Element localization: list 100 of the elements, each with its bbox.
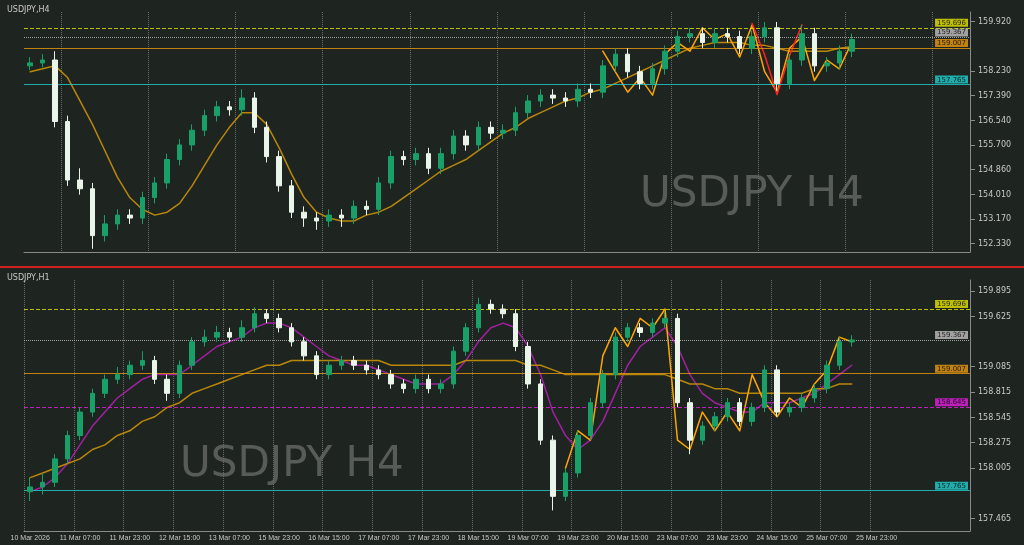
candlestick [438, 147, 444, 175]
candlestick [476, 297, 481, 333]
candlestick [712, 411, 718, 432]
candlestick [115, 366, 120, 385]
annotation: USDJPY H4 [640, 166, 864, 216]
candlestick [662, 310, 668, 329]
y-tick-label: 159.625 [978, 311, 1012, 321]
candlestick [239, 88, 245, 117]
candlestick [239, 319, 245, 343]
candlestick [588, 397, 593, 441]
candlestick [426, 374, 431, 394]
y-tick-label: 158.545 [978, 412, 1012, 422]
y-tick-label: 157.465 [978, 513, 1012, 523]
candlestick [488, 120, 494, 140]
candlestick [202, 109, 207, 137]
line-series [751, 22, 803, 96]
candlestick [301, 205, 307, 228]
candlestick [252, 306, 257, 333]
y-tick-label: 157.390 [978, 90, 1012, 100]
candlestick [513, 308, 518, 352]
y-tick-label: 158.815 [978, 387, 1012, 397]
y-tick-label: 159.895 [978, 286, 1012, 296]
candlestick [725, 27, 730, 43]
y-tick-label: 158.275 [978, 437, 1012, 447]
candlestick [326, 208, 332, 228]
candlestick [227, 100, 232, 117]
candlestick [687, 397, 693, 455]
candlestick [314, 211, 319, 231]
candlestick [650, 62, 655, 90]
candlestick [90, 388, 95, 418]
candlestick [301, 336, 307, 362]
candlestick [787, 53, 792, 90]
candlestick [152, 355, 157, 385]
candlestick [837, 44, 842, 70]
candlestick [339, 208, 344, 228]
candlestick [140, 350, 145, 371]
candlestick [65, 115, 70, 187]
candlestick [276, 313, 282, 333]
candlestick [214, 325, 220, 343]
y-tick-label: 158.005 [978, 463, 1012, 473]
candlestick [824, 360, 830, 394]
candlestick [364, 199, 369, 216]
candlestick [575, 430, 581, 479]
candlestick [177, 138, 182, 166]
candlestick [339, 355, 344, 371]
candlestick [525, 341, 531, 390]
candlestick [637, 65, 643, 90]
candlestick [837, 336, 842, 371]
candlestick [289, 322, 294, 347]
candlestick [588, 82, 593, 99]
candlestick [351, 355, 357, 371]
candlestick [438, 378, 444, 394]
candlestick [737, 30, 742, 55]
candlestick [799, 24, 805, 67]
candlestick [314, 350, 319, 380]
annotation: USDJPY H4 [180, 436, 404, 486]
candlestick [762, 21, 767, 43]
candlestick [500, 303, 506, 319]
candlestick [812, 27, 817, 73]
candlestick [351, 199, 357, 225]
candlestick [376, 364, 381, 380]
candlestick [289, 179, 294, 219]
candlestick [463, 322, 469, 357]
candlestick [500, 123, 506, 140]
candlestick [189, 336, 195, 371]
candlestick [102, 374, 108, 399]
candlestick [774, 364, 780, 418]
candlestick [675, 313, 680, 408]
y-tick-label: 156.540 [978, 115, 1012, 125]
candlestick [152, 176, 157, 204]
candlestick [140, 191, 145, 225]
candlestick [476, 120, 481, 152]
candlestick [650, 317, 655, 338]
candlestick [52, 453, 58, 488]
candlestick [488, 299, 494, 315]
y-tick-label: 153.170 [978, 214, 1012, 224]
candlestick [725, 397, 730, 422]
candlestick [115, 208, 120, 231]
candlestick [388, 150, 394, 190]
candlestick [264, 308, 269, 324]
candlestick [164, 374, 170, 402]
candlestick [451, 129, 456, 161]
candlestick [177, 360, 182, 399]
y-tick-label: 159.085 [978, 362, 1012, 372]
candlestick [613, 331, 618, 380]
candlestick [413, 147, 419, 166]
candlestick [77, 167, 83, 196]
candlestick [749, 30, 755, 55]
candlestick [700, 420, 705, 446]
candlestick [563, 467, 568, 502]
candlestick [712, 27, 718, 49]
candlestick [812, 383, 817, 404]
candlestick [637, 322, 643, 338]
candlestick [227, 327, 232, 343]
candlestick [102, 214, 108, 242]
candlestick [326, 360, 332, 380]
candlestick [376, 176, 381, 216]
candlestick [737, 397, 742, 427]
candlestick [401, 378, 406, 394]
candlestick [625, 322, 630, 343]
